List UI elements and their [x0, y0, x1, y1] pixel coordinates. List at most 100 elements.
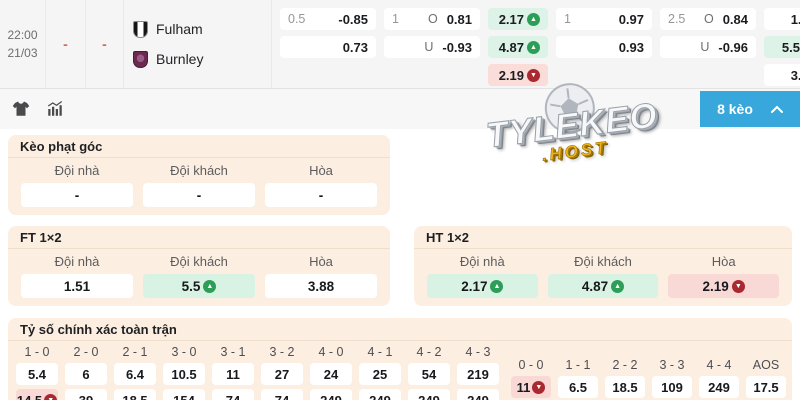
score-label: 1 - 0 [24, 345, 50, 359]
ft-home-odds[interactable]: 1.51 [21, 274, 133, 298]
score-odds-bottom[interactable]: 74 [261, 389, 303, 400]
odds-cell-x12-b-draw[interactable]: 3.88 [764, 64, 800, 86]
teams-column[interactable]: Fulham Burnley [124, 0, 272, 88]
score-odds-top[interactable]: 11 [212, 363, 254, 385]
odds-value: 5.4 [27, 366, 47, 382]
odds-value: 2.19 [702, 278, 729, 294]
burnley-crest-icon [133, 50, 148, 68]
col-header-away: Đội khách [170, 163, 228, 178]
x12-column-b: 1.51 5.5 3.88 [764, 8, 800, 88]
corner-away-odds[interactable]: - [143, 183, 255, 207]
score-odds-bottom[interactable]: 39 [65, 389, 107, 400]
trend-down-icon [527, 68, 540, 82]
odds-cell-x12-a-away[interactable]: 4.87 [488, 36, 548, 58]
score-label: AOS [752, 358, 780, 372]
score-column: 4 - 0 24 249 [310, 345, 352, 400]
odds-value: 219 [467, 366, 489, 382]
under-label: U [700, 40, 710, 54]
ft-1x2-card: FT 1×2 Đội nhà 1.51 Đội khách 5.5 Hòa 3.… [8, 226, 390, 306]
score-odds[interactable]: 18.5 [605, 376, 645, 398]
watermark-suffix: .HOST [540, 137, 610, 166]
odds-value: 17.5 [753, 379, 779, 395]
score-odds-bottom[interactable]: 249 [408, 389, 450, 400]
ht-draw-odds[interactable]: 2.19 [668, 274, 780, 298]
score-column: 1 - 0 5.4 14.5 [16, 345, 58, 400]
score-odds-bottom[interactable]: 14.5 [16, 389, 58, 400]
odds-value: 249 [467, 392, 489, 400]
odds-value: - [74, 187, 80, 203]
chevron-up-icon [770, 105, 783, 113]
stats-icon[interactable] [46, 100, 64, 118]
odds-cell-hdp-b-away[interactable]: 0.93 [556, 36, 652, 58]
odds-cell-hdp-a-away[interactable]: 0.73 [280, 36, 376, 58]
score-odds-top[interactable]: 6 [65, 363, 107, 385]
trend-up-icon [527, 12, 540, 26]
total-column-b: 2.5 O 0.84 U -0.96 [660, 8, 756, 88]
over-label: O [427, 12, 438, 26]
odds-value: 3.88 [307, 278, 335, 294]
score-odds[interactable]: 249 [699, 376, 739, 398]
score-odds[interactable]: 109 [652, 376, 692, 398]
handicap-line: 1 [564, 12, 571, 26]
score-odds-top[interactable]: 6.4 [114, 363, 156, 385]
trend-up-icon [527, 40, 540, 54]
score-odds-bottom[interactable]: 249 [359, 389, 401, 400]
odds-cell-x12-b-away[interactable]: 5.5 [764, 36, 800, 58]
odds-cell-ou-b-under[interactable]: U -0.96 [660, 36, 756, 58]
score-column: 2 - 0 6 39 [65, 345, 107, 400]
corner-draw-odds[interactable]: - [265, 183, 377, 207]
odds-value: 11 [516, 379, 531, 395]
score-odds-bottom[interactable]: 249 [457, 389, 499, 400]
odds-value: 54 [421, 366, 437, 382]
corner-home-odds[interactable]: - [21, 183, 133, 207]
score-odds[interactable]: 17.5 [746, 376, 786, 398]
odds-value: 14.5 [16, 392, 43, 400]
odds-value: 154 [173, 392, 195, 400]
trend-up-icon [203, 279, 217, 293]
score-odds-bottom[interactable]: 154 [163, 389, 205, 400]
odds-cell-x12-b-home[interactable]: 1.51 [764, 8, 800, 30]
score-odds-top[interactable]: 5.4 [16, 363, 58, 385]
score-label: 2 - 1 [122, 345, 148, 359]
odds-cell-hdp-a-home[interactable]: 0.5 -0.85 [280, 8, 376, 30]
ht-home-odds[interactable]: 2.17 [427, 274, 538, 298]
ft-away-odds[interactable]: 5.5 [143, 274, 255, 298]
score-odds[interactable]: 11 [511, 376, 551, 398]
trend-up-icon [611, 279, 625, 293]
score-odds-top[interactable]: 24 [310, 363, 352, 385]
trend-down-icon [731, 279, 745, 293]
ht-away-odds[interactable]: 4.87 [547, 274, 659, 298]
odds-cell-x12-a-home[interactable]: 2.17 [488, 8, 548, 30]
ft-draw-odds[interactable]: 3.88 [265, 274, 377, 298]
odds-cell-ou-a-under[interactable]: U -0.93 [384, 36, 480, 58]
score-odds-bottom[interactable]: 18.5 [114, 389, 156, 400]
ft-card-title: FT 1×2 [8, 226, 390, 249]
score-odds-top[interactable]: 27 [261, 363, 303, 385]
home-team-row[interactable]: Fulham [133, 20, 203, 38]
odds-cell-ou-b-over[interactable]: 2.5 O 0.84 [660, 8, 756, 30]
odds-cell-x12-a-draw[interactable]: 2.19 [488, 64, 548, 86]
col-header-away: Đội khách [170, 254, 228, 269]
score-odds-top[interactable]: 219 [457, 363, 499, 385]
col-header-draw: Hòa [309, 254, 333, 269]
jersey-icon[interactable] [12, 100, 30, 118]
odds-value: 4.87 [581, 278, 609, 294]
odds-cell-hdp-b-home[interactable]: 1 0.97 [556, 8, 652, 30]
score-odds-bottom[interactable]: 74 [212, 389, 254, 400]
score-odds-top[interactable]: 54 [408, 363, 450, 385]
more-odds-button[interactable]: 8 kèo [700, 91, 800, 127]
odds-value: 5.5 [781, 39, 800, 55]
score-label: 2 - 2 [612, 358, 638, 372]
col-header-home: Đội nhà [54, 163, 100, 178]
odds-cell-ou-a-over[interactable]: 1 O 0.81 [384, 8, 480, 30]
score-odds-top[interactable]: 25 [359, 363, 401, 385]
odds-value: 0.97 [618, 11, 644, 27]
odds-value: 6.4 [125, 366, 145, 382]
score-label: 4 - 1 [367, 345, 393, 359]
away-team-row[interactable]: Burnley [133, 50, 203, 68]
score-odds-top[interactable]: 10.5 [163, 363, 205, 385]
score-odds[interactable]: 6.5 [558, 376, 598, 398]
trend-down-icon [532, 380, 546, 394]
col-header-away: Đội khách [574, 254, 632, 269]
score-odds-bottom[interactable]: 249 [310, 389, 352, 400]
